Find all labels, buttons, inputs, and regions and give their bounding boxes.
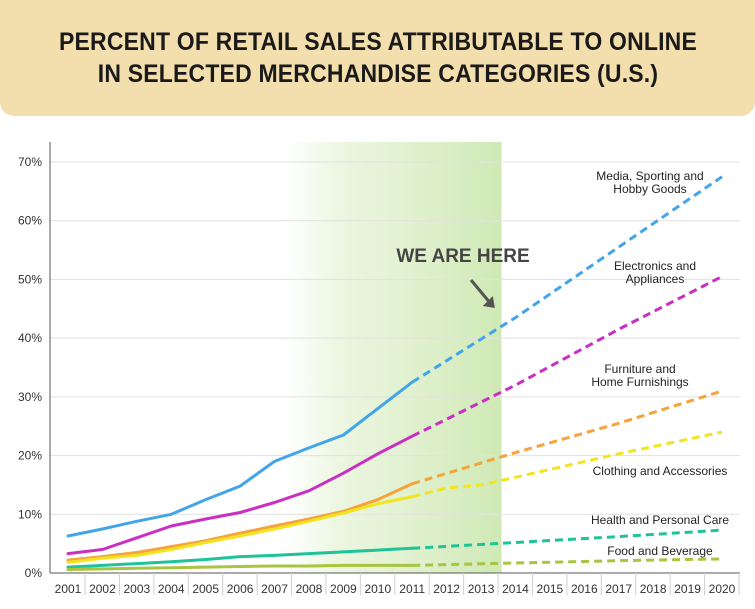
x-tick-label: 2009 xyxy=(330,582,357,596)
series-line-forecast xyxy=(411,430,723,499)
series-label: Clothing and Accessories xyxy=(593,464,728,478)
series-line-actual xyxy=(66,434,414,556)
series-line-actual xyxy=(66,563,414,571)
x-tick-label: 2005 xyxy=(192,582,219,596)
x-tick-label: 2018 xyxy=(640,582,667,596)
x-tick-label: 2010 xyxy=(364,582,391,596)
x-tick-label: 2011 xyxy=(399,582,425,596)
chart-title: PERCENT OF RETAIL SALES ATTRIBUTABLE TO … xyxy=(58,28,697,88)
x-tick-label: 2020 xyxy=(709,582,736,596)
series-label: Media, Sporting and xyxy=(596,169,703,183)
series-label: Food and Beverage xyxy=(607,544,713,558)
series-line-actual xyxy=(66,380,414,538)
series-label: Health and Personal Care xyxy=(591,513,729,527)
x-tick-label: 2003 xyxy=(123,582,150,596)
x-tick-label: 2019 xyxy=(674,582,701,596)
series-line-actual xyxy=(66,495,414,564)
y-tick-label: 20% xyxy=(18,449,42,463)
x-tick-label: 2001 xyxy=(55,582,82,596)
series-label: Furniture and xyxy=(604,362,675,376)
x-tick-label: 2016 xyxy=(571,582,598,596)
series-label: Hobby Goods xyxy=(613,182,686,196)
x-tick-label: 2015 xyxy=(537,582,564,596)
series-line-forecast xyxy=(411,389,723,486)
y-tick-label: 30% xyxy=(18,390,42,404)
y-tick-label: 10% xyxy=(18,507,42,521)
annotation-arrowhead xyxy=(482,296,495,308)
series-label: Electronics and xyxy=(614,259,696,273)
y-tick-label: 50% xyxy=(18,272,42,286)
series-line-forecast xyxy=(411,175,723,384)
highlight-band xyxy=(282,142,502,573)
y-tick-label: 0% xyxy=(25,566,43,580)
x-tick-label: 2013 xyxy=(468,582,495,596)
y-tick-label: 60% xyxy=(18,214,42,228)
x-tick-label: 2012 xyxy=(433,582,460,596)
x-tick-label: 2007 xyxy=(261,582,288,596)
series-line-forecast xyxy=(411,275,723,438)
x-tick-label: 2017 xyxy=(605,582,632,596)
x-tick-label: 2004 xyxy=(158,582,185,596)
y-tick-label: 40% xyxy=(18,331,42,345)
series-line-actual xyxy=(66,546,414,569)
series-label: Home Furnishings xyxy=(591,375,688,389)
annotation-text: WE ARE HERE xyxy=(396,246,529,267)
x-tick-label: 2002 xyxy=(89,582,116,596)
series-line-actual xyxy=(66,482,414,562)
x-tick-label: 2006 xyxy=(227,582,254,596)
title-banner: PERCENT OF RETAIL SALES ATTRIBUTABLE TO … xyxy=(0,0,755,116)
series-label: Appliances xyxy=(626,272,685,286)
x-tick-label: 2014 xyxy=(502,582,529,596)
x-tick-label: 2008 xyxy=(296,582,323,596)
y-tick-label: 70% xyxy=(18,155,42,169)
